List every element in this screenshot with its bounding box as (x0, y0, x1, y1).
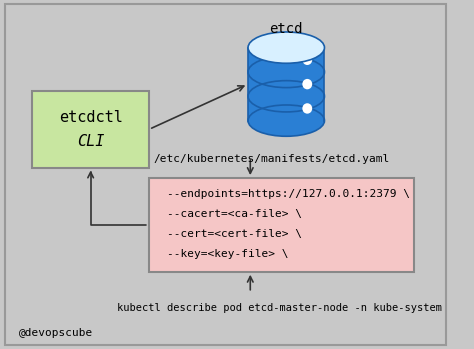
Ellipse shape (248, 32, 325, 63)
Ellipse shape (302, 54, 312, 65)
Ellipse shape (248, 81, 325, 112)
Text: --endpoints=https://127.0.0.1:2379 \: --endpoints=https://127.0.0.1:2379 \ (167, 188, 410, 199)
Text: etcd: etcd (270, 22, 303, 36)
Text: --cert=<cert-file> \: --cert=<cert-file> \ (167, 229, 302, 239)
Ellipse shape (302, 103, 312, 114)
Text: @devopscube: @devopscube (18, 328, 93, 338)
Ellipse shape (248, 105, 325, 136)
Text: etcdctl: etcdctl (59, 110, 123, 125)
Text: --key=<key-file> \: --key=<key-file> \ (167, 249, 289, 259)
Ellipse shape (302, 79, 312, 89)
Text: --cacert=<ca-file> \: --cacert=<ca-file> \ (167, 209, 302, 219)
Text: kubectl describe pod etcd-master-node -n kube-system: kubectl describe pod etcd-master-node -n… (117, 303, 442, 313)
FancyBboxPatch shape (5, 4, 446, 345)
FancyBboxPatch shape (149, 178, 414, 272)
Text: /etc/kubernetes/manifests/etcd.yaml: /etc/kubernetes/manifests/etcd.yaml (154, 154, 390, 164)
Text: CLI: CLI (77, 134, 104, 149)
FancyBboxPatch shape (32, 91, 149, 168)
Ellipse shape (248, 56, 325, 88)
Polygon shape (248, 47, 325, 121)
